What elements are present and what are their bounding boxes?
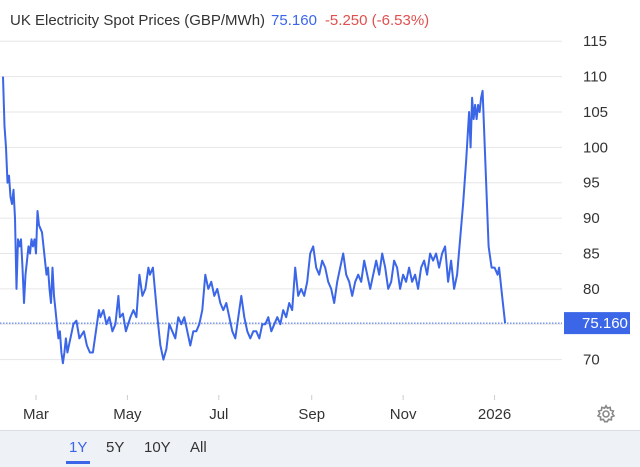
y-tick-label: 100 [583, 139, 608, 156]
y-tick-label: 70 [583, 352, 600, 369]
last-price-badge: 75.160 [564, 312, 630, 335]
y-tick-label: 80 [583, 281, 600, 298]
y-tick-label: 95 [583, 175, 600, 192]
x-tick-label: Mar [23, 406, 49, 423]
range-tab-5y[interactable]: 5Y [106, 439, 125, 456]
x-tick-label: 2026 [478, 406, 511, 423]
y-tick-label: 90 [583, 210, 600, 227]
range-tab-all[interactable]: All [190, 439, 207, 456]
last-price-badge-bg [564, 312, 630, 335]
y-axis: 70 80 85 90 95 100 105 110 115 [583, 33, 608, 368]
y-tick-label: 105 [583, 104, 608, 121]
x-tick-label: Sep [298, 406, 325, 423]
gear-icon[interactable] [596, 404, 616, 424]
range-selector: 1Y 5Y 10Y All [0, 430, 640, 467]
chart-title-row: UK Electricity Spot Prices (GBP/MWh) 75.1… [10, 12, 429, 29]
last-price-label: 75.160 [582, 315, 628, 332]
range-tab-1y[interactable]: 1Y [65, 439, 91, 464]
current-price: 75.160 [271, 12, 317, 29]
series-line [2, 76, 507, 365]
x-axis: Mar May Jul Sep Nov 2026 [23, 406, 511, 423]
y-tick-label: 110 [583, 69, 607, 86]
x-tick-label: May [113, 406, 142, 423]
y-tick-label: 85 [583, 245, 600, 262]
chart-title: UK Electricity Spot Prices (GBP/MWh) [10, 12, 266, 29]
range-tab-10y[interactable]: 10Y [144, 439, 171, 456]
y-tick-label: 115 [583, 33, 607, 50]
x-tick-label: Jul [209, 406, 228, 423]
x-tick-label: Nov [390, 406, 417, 423]
price-change: -5.250 (-6.53%) [324, 12, 430, 29]
price-chart: 70 80 85 90 95 100 105 110 115 Mar May Jul Sep Nov 20… [0, 33, 630, 423]
chart-grid [0, 40, 562, 400]
